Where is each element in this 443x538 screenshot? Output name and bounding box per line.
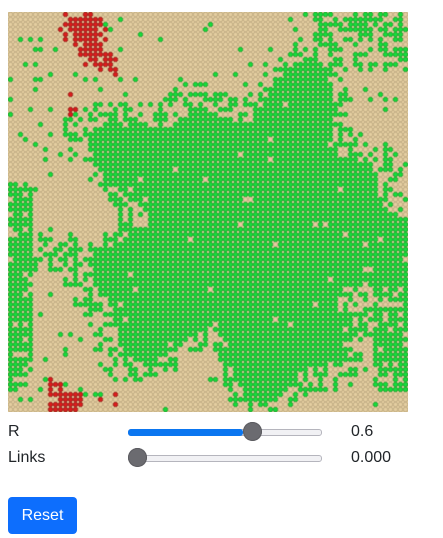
links-control-row: Links 0.000: [8, 446, 428, 470]
r-slider-thumb[interactable]: [243, 422, 263, 441]
links-slider-thumb[interactable]: [128, 448, 147, 467]
links-value: 0.000: [351, 449, 392, 466]
simulation-grid-canvas[interactable]: [8, 12, 408, 412]
links-slider-track[interactable]: [128, 455, 322, 462]
r-control-row: R 0.6: [8, 420, 428, 444]
r-slider[interactable]: [128, 420, 322, 444]
links-slider[interactable]: [128, 446, 322, 470]
links-label: Links: [8, 449, 46, 466]
r-label: R: [8, 423, 20, 440]
r-slider-fill: [128, 429, 244, 436]
r-value: 0.6: [351, 423, 374, 440]
reset-button[interactable]: Reset: [8, 497, 77, 534]
